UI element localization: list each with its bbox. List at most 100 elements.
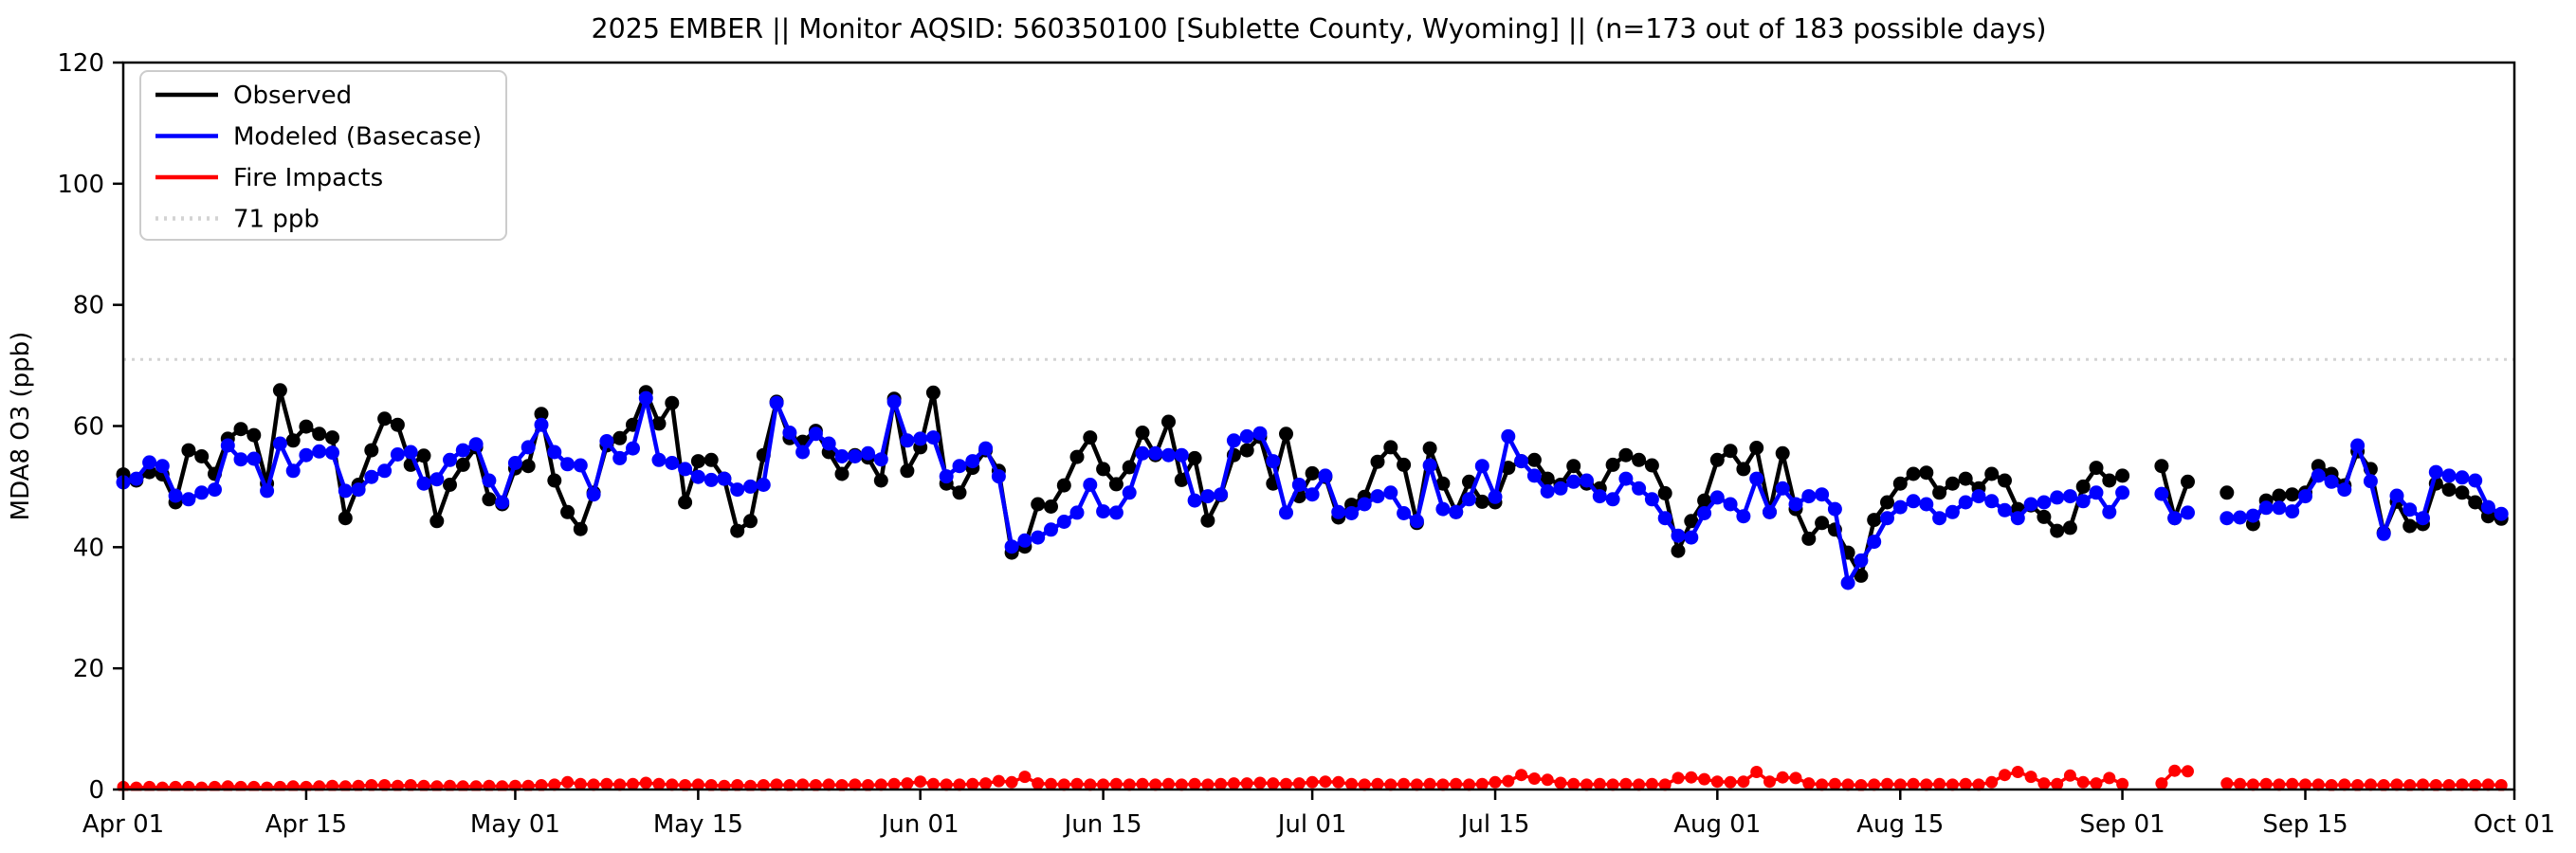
data-point xyxy=(1319,775,1332,789)
data-point xyxy=(2181,505,2195,520)
data-point xyxy=(2311,778,2325,791)
data-point xyxy=(155,459,170,474)
data-point xyxy=(1632,481,1647,496)
data-point xyxy=(1736,462,1751,477)
y-tick-label: 0 xyxy=(88,776,104,805)
data-point xyxy=(1671,528,1686,543)
data-point xyxy=(2441,482,2457,498)
data-point xyxy=(2233,510,2248,525)
data-point xyxy=(2116,777,2129,790)
data-point xyxy=(1815,516,1830,531)
data-point xyxy=(743,479,758,494)
data-point xyxy=(770,778,783,791)
data-point xyxy=(1540,471,1555,486)
data-point xyxy=(1450,777,1463,790)
data-point xyxy=(1868,778,1881,791)
data-point xyxy=(966,777,979,790)
data-point xyxy=(429,472,445,487)
data-point xyxy=(1841,778,1854,791)
data-point xyxy=(2155,777,2168,790)
data-point xyxy=(1959,777,1972,790)
data-point xyxy=(416,476,431,491)
data-point xyxy=(1318,468,1333,483)
data-point xyxy=(364,443,379,458)
data-point xyxy=(2390,778,2403,791)
data-point xyxy=(1226,433,1241,448)
data-point xyxy=(1723,497,1738,512)
data-point xyxy=(312,426,327,442)
data-point xyxy=(1880,495,1894,510)
data-point xyxy=(1684,530,1699,545)
data-point xyxy=(233,452,248,467)
data-point xyxy=(2376,526,2391,541)
data-point xyxy=(2075,479,2091,494)
data-point xyxy=(1135,445,1150,461)
data-point xyxy=(325,430,339,445)
data-point xyxy=(2011,766,2024,778)
data-point xyxy=(208,482,222,498)
data-point xyxy=(1031,497,1046,512)
data-point xyxy=(1123,778,1136,791)
data-point xyxy=(756,478,771,492)
data-point xyxy=(1775,445,1790,461)
data-point xyxy=(1200,489,1215,504)
data-point xyxy=(1657,511,1672,526)
data-point xyxy=(1527,772,1541,785)
x-tick-label: Apr 15 xyxy=(265,810,347,839)
data-point xyxy=(1045,777,1057,790)
data-point xyxy=(690,454,705,469)
data-point xyxy=(1998,473,2012,488)
data-point xyxy=(260,483,275,499)
data-point xyxy=(1004,539,1019,554)
data-point xyxy=(1017,533,1032,548)
data-point xyxy=(2090,777,2103,790)
data-point xyxy=(2115,468,2130,483)
data-point xyxy=(1697,493,1712,508)
data-point xyxy=(1383,485,1398,500)
data-point xyxy=(940,778,953,791)
data-point xyxy=(1645,777,1658,790)
data-point xyxy=(953,778,966,791)
data-point xyxy=(1108,505,1124,520)
legend-label: Modeled (Basecase) xyxy=(233,123,482,152)
data-point xyxy=(1449,504,1464,519)
data-point xyxy=(2286,777,2299,790)
y-tick-label: 40 xyxy=(73,534,104,562)
data-point xyxy=(1357,497,1372,512)
x-tick-label: Jul 15 xyxy=(1459,810,1530,839)
data-point xyxy=(1632,452,1647,467)
data-point xyxy=(2024,771,2037,784)
data-point xyxy=(1397,506,1412,520)
data-point xyxy=(1920,778,1933,791)
data-point xyxy=(2285,487,2300,502)
data-point xyxy=(1737,775,1750,789)
data-point xyxy=(1945,504,1960,519)
data-point xyxy=(1999,769,2011,782)
x-tick-label: Aug 01 xyxy=(1673,810,1761,839)
data-point xyxy=(1540,484,1555,499)
data-point xyxy=(1174,447,1189,463)
data-point xyxy=(2311,468,2326,483)
data-point xyxy=(808,426,823,442)
data-point xyxy=(1892,499,1908,515)
data-point xyxy=(1840,575,1855,590)
data-point xyxy=(443,452,457,467)
data-point xyxy=(1122,485,1137,500)
data-point xyxy=(1672,771,1685,785)
data-point xyxy=(325,445,339,461)
data-point xyxy=(560,457,575,472)
data-point xyxy=(730,523,745,538)
data-point xyxy=(1932,485,1947,500)
data-point xyxy=(1489,775,1502,789)
y-tick-label: 120 xyxy=(57,49,104,78)
data-point xyxy=(1018,771,1032,784)
data-point xyxy=(1097,778,1110,791)
data-point xyxy=(1109,777,1123,790)
data-point xyxy=(1906,466,1921,481)
data-point xyxy=(129,471,144,486)
data-point xyxy=(338,483,353,499)
data-point xyxy=(914,775,927,789)
y-tick-label: 20 xyxy=(73,655,104,683)
data-point xyxy=(1657,485,1672,500)
data-point xyxy=(1345,777,1358,790)
